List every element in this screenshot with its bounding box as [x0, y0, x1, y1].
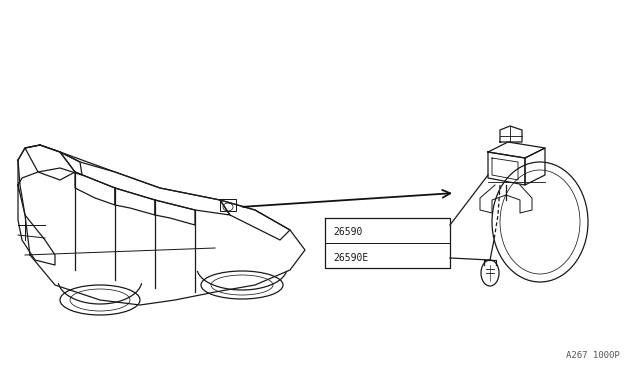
Text: 26590E: 26590E [333, 253, 368, 263]
Bar [220, 199, 236, 211]
Text: 26590: 26590 [333, 227, 362, 237]
Text: A267 1000P: A267 1000P [566, 351, 620, 360]
